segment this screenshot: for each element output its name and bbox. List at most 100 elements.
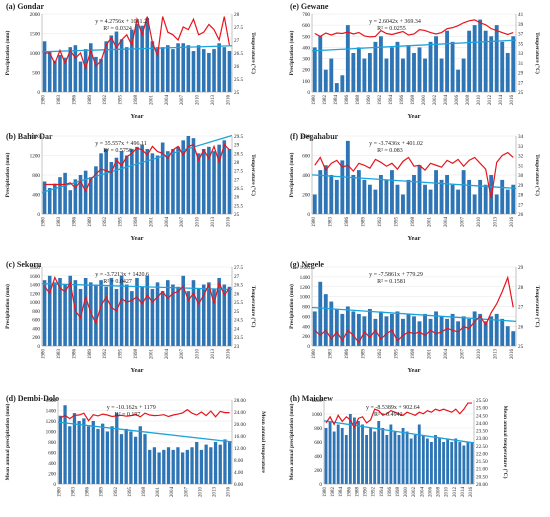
precip-bar (145, 17, 150, 92)
precip-bar (185, 449, 189, 485)
x-tick-label: 1992 (378, 95, 383, 106)
y2-tick-label: 33 (518, 51, 524, 57)
precip-bar (340, 160, 345, 215)
regression-equation: y = -3.7213x + 1420.6 (95, 272, 149, 278)
precip-bar (171, 49, 175, 92)
y-tick-label: 0 (319, 482, 322, 488)
precip-bar (421, 435, 425, 484)
precip-bar (336, 424, 340, 484)
precip-bar (373, 189, 378, 215)
y2-tick-label: 23.50 (476, 429, 488, 435)
regression-equation: y = -8.5389x + 902.64 (366, 405, 420, 411)
precip-bar (133, 436, 138, 484)
y2-tick-label: 29 (518, 71, 524, 77)
temperature-line (60, 408, 230, 422)
y-tick-label: 200 (314, 468, 322, 474)
x-tick-label: 2007 (180, 217, 185, 228)
x-tick-label: 2001 (149, 349, 154, 360)
x-tick-label: 1983 (57, 216, 62, 227)
precip-bar (212, 288, 216, 346)
x-tick-label: 1980 (323, 487, 328, 498)
x-axis-label: Year (408, 113, 421, 120)
precip-bar (186, 291, 191, 346)
trend-line (41, 45, 233, 53)
precip-bar (119, 151, 124, 214)
precip-bar (176, 286, 180, 346)
precip-bar (467, 318, 472, 346)
y2-tick-label: 25.5 (234, 300, 243, 306)
x-tick-label: 2008 (466, 95, 471, 106)
x-tick-label: 1990 (364, 487, 369, 498)
precip-bar (412, 53, 416, 92)
x-tick-label: 2007 (180, 349, 185, 360)
x-tick-label: 1989 (361, 217, 366, 228)
precip-bar (135, 146, 139, 214)
x-tick-label: 2007 (461, 348, 466, 359)
y-tick-label: 1400 (30, 283, 41, 289)
trend-line (311, 39, 517, 52)
x-tick-label: 2007 (461, 216, 466, 227)
x-tick-label: 1986 (345, 95, 350, 106)
x-tick-label: 1986 (347, 486, 352, 497)
precip-bar (423, 184, 427, 214)
precip-bar (439, 179, 444, 215)
precip-bar (393, 431, 397, 484)
y-tick-label: 1000 (30, 51, 41, 57)
x-tick-label: 1998 (134, 349, 139, 360)
precip-bar (201, 284, 206, 346)
y2-tick-label: 20.50 (476, 474, 488, 480)
precip-bar (472, 194, 477, 214)
precip-bar (472, 311, 477, 346)
precip-bar (467, 179, 472, 215)
precip-bar (430, 442, 433, 484)
panel-title: (h) Maichew (290, 394, 333, 403)
precip-bar (199, 449, 204, 485)
precip-bar (340, 428, 344, 484)
y2-tick-label: 20.00 (476, 482, 488, 488)
x-tick-label: 2000 (422, 95, 427, 106)
y-tick-label: 300 (302, 57, 310, 63)
x-tick-label: 1983 (328, 349, 333, 360)
precip-bar (356, 47, 361, 92)
precip-bar (318, 170, 323, 215)
x-tick-label: 1998 (142, 487, 147, 498)
temperature-line (314, 151, 514, 199)
precip-bar (166, 151, 170, 214)
precip-bar (357, 421, 360, 484)
x-tick-label: 1996 (388, 486, 393, 497)
x-tick-label: 2001 (149, 217, 154, 228)
x-tick-label: 2001 (156, 487, 161, 498)
panel-title: (e) Gewane (290, 2, 329, 11)
y-tick-label: 200 (48, 472, 56, 478)
precip-bar (505, 326, 510, 346)
precip-bar (145, 275, 150, 346)
y-tick-label: 800 (302, 305, 310, 311)
precip-bar (428, 189, 433, 215)
x-tick-label: 2016 (226, 94, 231, 105)
precip-bar (104, 41, 108, 92)
panel-gewane: (e) Gewane 0 100 200 300 400 500 600 700 25 27 29 31… (288, 2, 541, 120)
precip-bar (442, 442, 446, 484)
precip-bar (483, 321, 488, 346)
x-tick-label: 1980 (57, 486, 62, 497)
y-tick-label: 1400 (300, 275, 311, 281)
precip-bar (483, 184, 488, 214)
precip-bar (450, 41, 455, 92)
x-tick-label: 2013 (494, 216, 499, 227)
y2-tick-label: 27 (518, 202, 524, 208)
precip-bar (160, 142, 165, 214)
y2-axis-label: Temperature (°C) (534, 286, 541, 328)
panel-dembi-dolo: (d) Dembi-Dolo 0 200 400 600 800 1000 1200 1400 1… (4, 394, 266, 497)
y2-tick-label: 30 (518, 173, 524, 179)
precip-bar (462, 445, 466, 484)
precip-bar (114, 288, 119, 346)
y2-tick-label: 22.50 (476, 444, 488, 450)
y-tick-label: 1500 (30, 32, 41, 38)
precip-bar (68, 190, 73, 214)
precip-bar (42, 280, 47, 346)
precip-bar (130, 29, 134, 93)
y-tick-label: 400 (32, 193, 40, 199)
y2-tick-label: 27 (518, 305, 524, 311)
y-tick-label: 0 (53, 482, 56, 488)
precip-bar (140, 286, 144, 346)
